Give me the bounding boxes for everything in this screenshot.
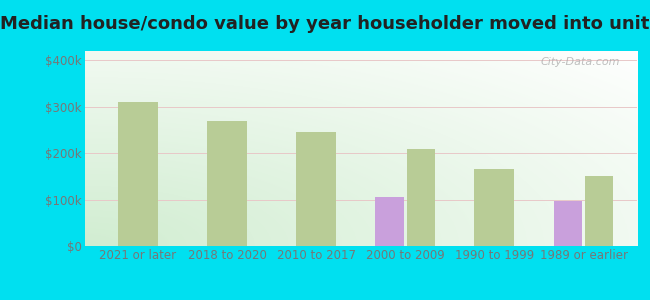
Bar [585,176,614,246]
Bar [554,201,582,246]
Bar [207,121,247,246]
Bar [407,148,436,246]
Bar [296,132,336,246]
Text: Median house/condo value by year householder moved into unit: Median house/condo value by year househo… [0,15,650,33]
Bar [118,102,158,246]
Bar [474,169,514,246]
Text: City-Data.com: City-Data.com [541,57,620,67]
Bar [375,197,404,246]
